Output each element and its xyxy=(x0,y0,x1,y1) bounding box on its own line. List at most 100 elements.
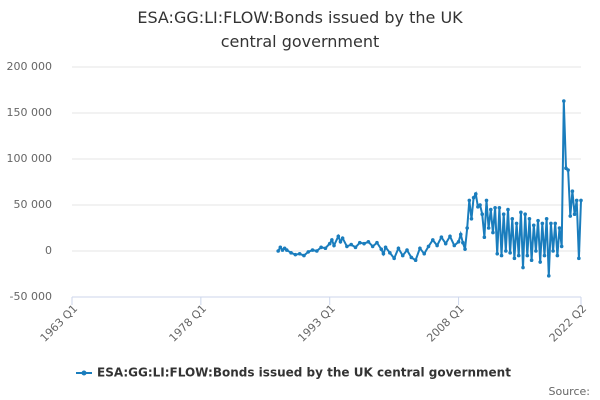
data-point xyxy=(508,251,512,255)
data-point xyxy=(458,232,463,237)
data-point xyxy=(471,195,476,200)
data-point xyxy=(422,251,427,256)
data-point xyxy=(366,240,371,244)
data-point xyxy=(510,217,515,221)
data-point xyxy=(409,255,414,260)
data-point xyxy=(568,214,573,218)
data-point xyxy=(473,192,478,196)
data-point xyxy=(315,249,319,253)
data-point xyxy=(349,242,353,247)
data-point xyxy=(379,247,384,251)
data-point xyxy=(278,245,283,250)
y-tick-label: -50 000 xyxy=(10,290,52,303)
data-point xyxy=(465,226,469,230)
x-tick-label: 1963 Q1 xyxy=(38,302,81,345)
data-point xyxy=(512,256,517,261)
data-point xyxy=(497,205,502,210)
data-point xyxy=(381,251,386,256)
data-point xyxy=(501,212,506,216)
data-point xyxy=(467,198,472,203)
data-point xyxy=(405,248,409,252)
data-point xyxy=(542,253,547,258)
data-point xyxy=(546,274,551,278)
data-point xyxy=(345,244,349,249)
y-tick-label: 100 000 xyxy=(7,152,53,165)
data-point xyxy=(306,250,311,254)
data-point xyxy=(418,246,422,251)
data-point xyxy=(413,258,418,263)
data-point xyxy=(486,226,491,230)
data-point xyxy=(566,168,570,172)
data-point xyxy=(506,207,510,212)
data-point xyxy=(562,99,566,103)
data-point xyxy=(538,260,542,264)
data-point xyxy=(375,240,379,245)
data-point xyxy=(534,249,538,253)
data-point xyxy=(536,218,540,223)
data-point xyxy=(579,198,583,203)
y-tick-label: 200 000 xyxy=(7,60,53,73)
data-point xyxy=(527,217,532,221)
data-point xyxy=(540,221,545,226)
y-tick-label: 0 xyxy=(45,244,52,257)
data-point xyxy=(392,256,396,261)
data-point xyxy=(327,241,332,246)
data-point xyxy=(488,207,493,212)
data-point xyxy=(484,198,489,203)
data-point xyxy=(456,240,461,244)
data-point xyxy=(531,223,536,228)
data-point xyxy=(431,238,435,242)
data-point xyxy=(340,236,345,240)
data-point xyxy=(400,253,405,258)
data-point xyxy=(310,248,315,252)
data-point xyxy=(276,249,280,253)
data-point xyxy=(396,246,401,251)
data-point xyxy=(370,244,375,249)
data-point xyxy=(504,249,508,253)
legend-label: ESA:GG:LI:FLOW:Bonds issued by the UK ce… xyxy=(97,366,511,380)
y-tick-label: 150 000 xyxy=(7,106,53,119)
data-point xyxy=(574,198,579,203)
data-point xyxy=(516,253,521,258)
chart-title: ESA:GG:LI:FLOW:Bonds issued by the UK cen… xyxy=(137,8,463,51)
data-point xyxy=(491,230,495,235)
data-point xyxy=(338,240,343,244)
x-tick-label: 1993 Q1 xyxy=(295,302,338,345)
data-point xyxy=(435,243,439,248)
data-point xyxy=(319,245,323,250)
data-point xyxy=(523,212,527,216)
data-point xyxy=(353,245,358,250)
data-point xyxy=(549,221,553,226)
data-point xyxy=(577,256,581,261)
data-point xyxy=(443,241,448,246)
x-tick-label: 2008 Q1 xyxy=(424,302,467,345)
data-point xyxy=(330,238,334,242)
legend-item[interactable]: ESA:GG:LI:FLOW:Bonds issued by the UK ce… xyxy=(76,366,511,380)
data-point xyxy=(544,217,549,221)
data-point xyxy=(521,265,525,270)
data-point xyxy=(469,217,474,221)
data-point xyxy=(499,253,504,258)
data-point xyxy=(448,234,452,239)
source: Source: xyxy=(549,385,591,398)
data-point xyxy=(495,251,500,256)
data-point xyxy=(336,234,341,239)
data-point xyxy=(478,203,482,207)
data-point xyxy=(284,248,289,252)
data-point xyxy=(519,210,523,215)
data-point xyxy=(323,246,328,251)
data-point xyxy=(572,212,577,216)
data-point xyxy=(482,235,487,239)
data-point xyxy=(439,235,444,239)
data-point xyxy=(570,189,575,193)
data-point xyxy=(289,251,293,255)
data-point xyxy=(559,244,564,249)
data-point xyxy=(293,252,298,257)
legend-marker xyxy=(81,370,87,376)
data-point xyxy=(557,226,562,230)
data-point xyxy=(302,253,306,258)
data-point xyxy=(480,212,485,216)
data-point xyxy=(297,251,302,256)
